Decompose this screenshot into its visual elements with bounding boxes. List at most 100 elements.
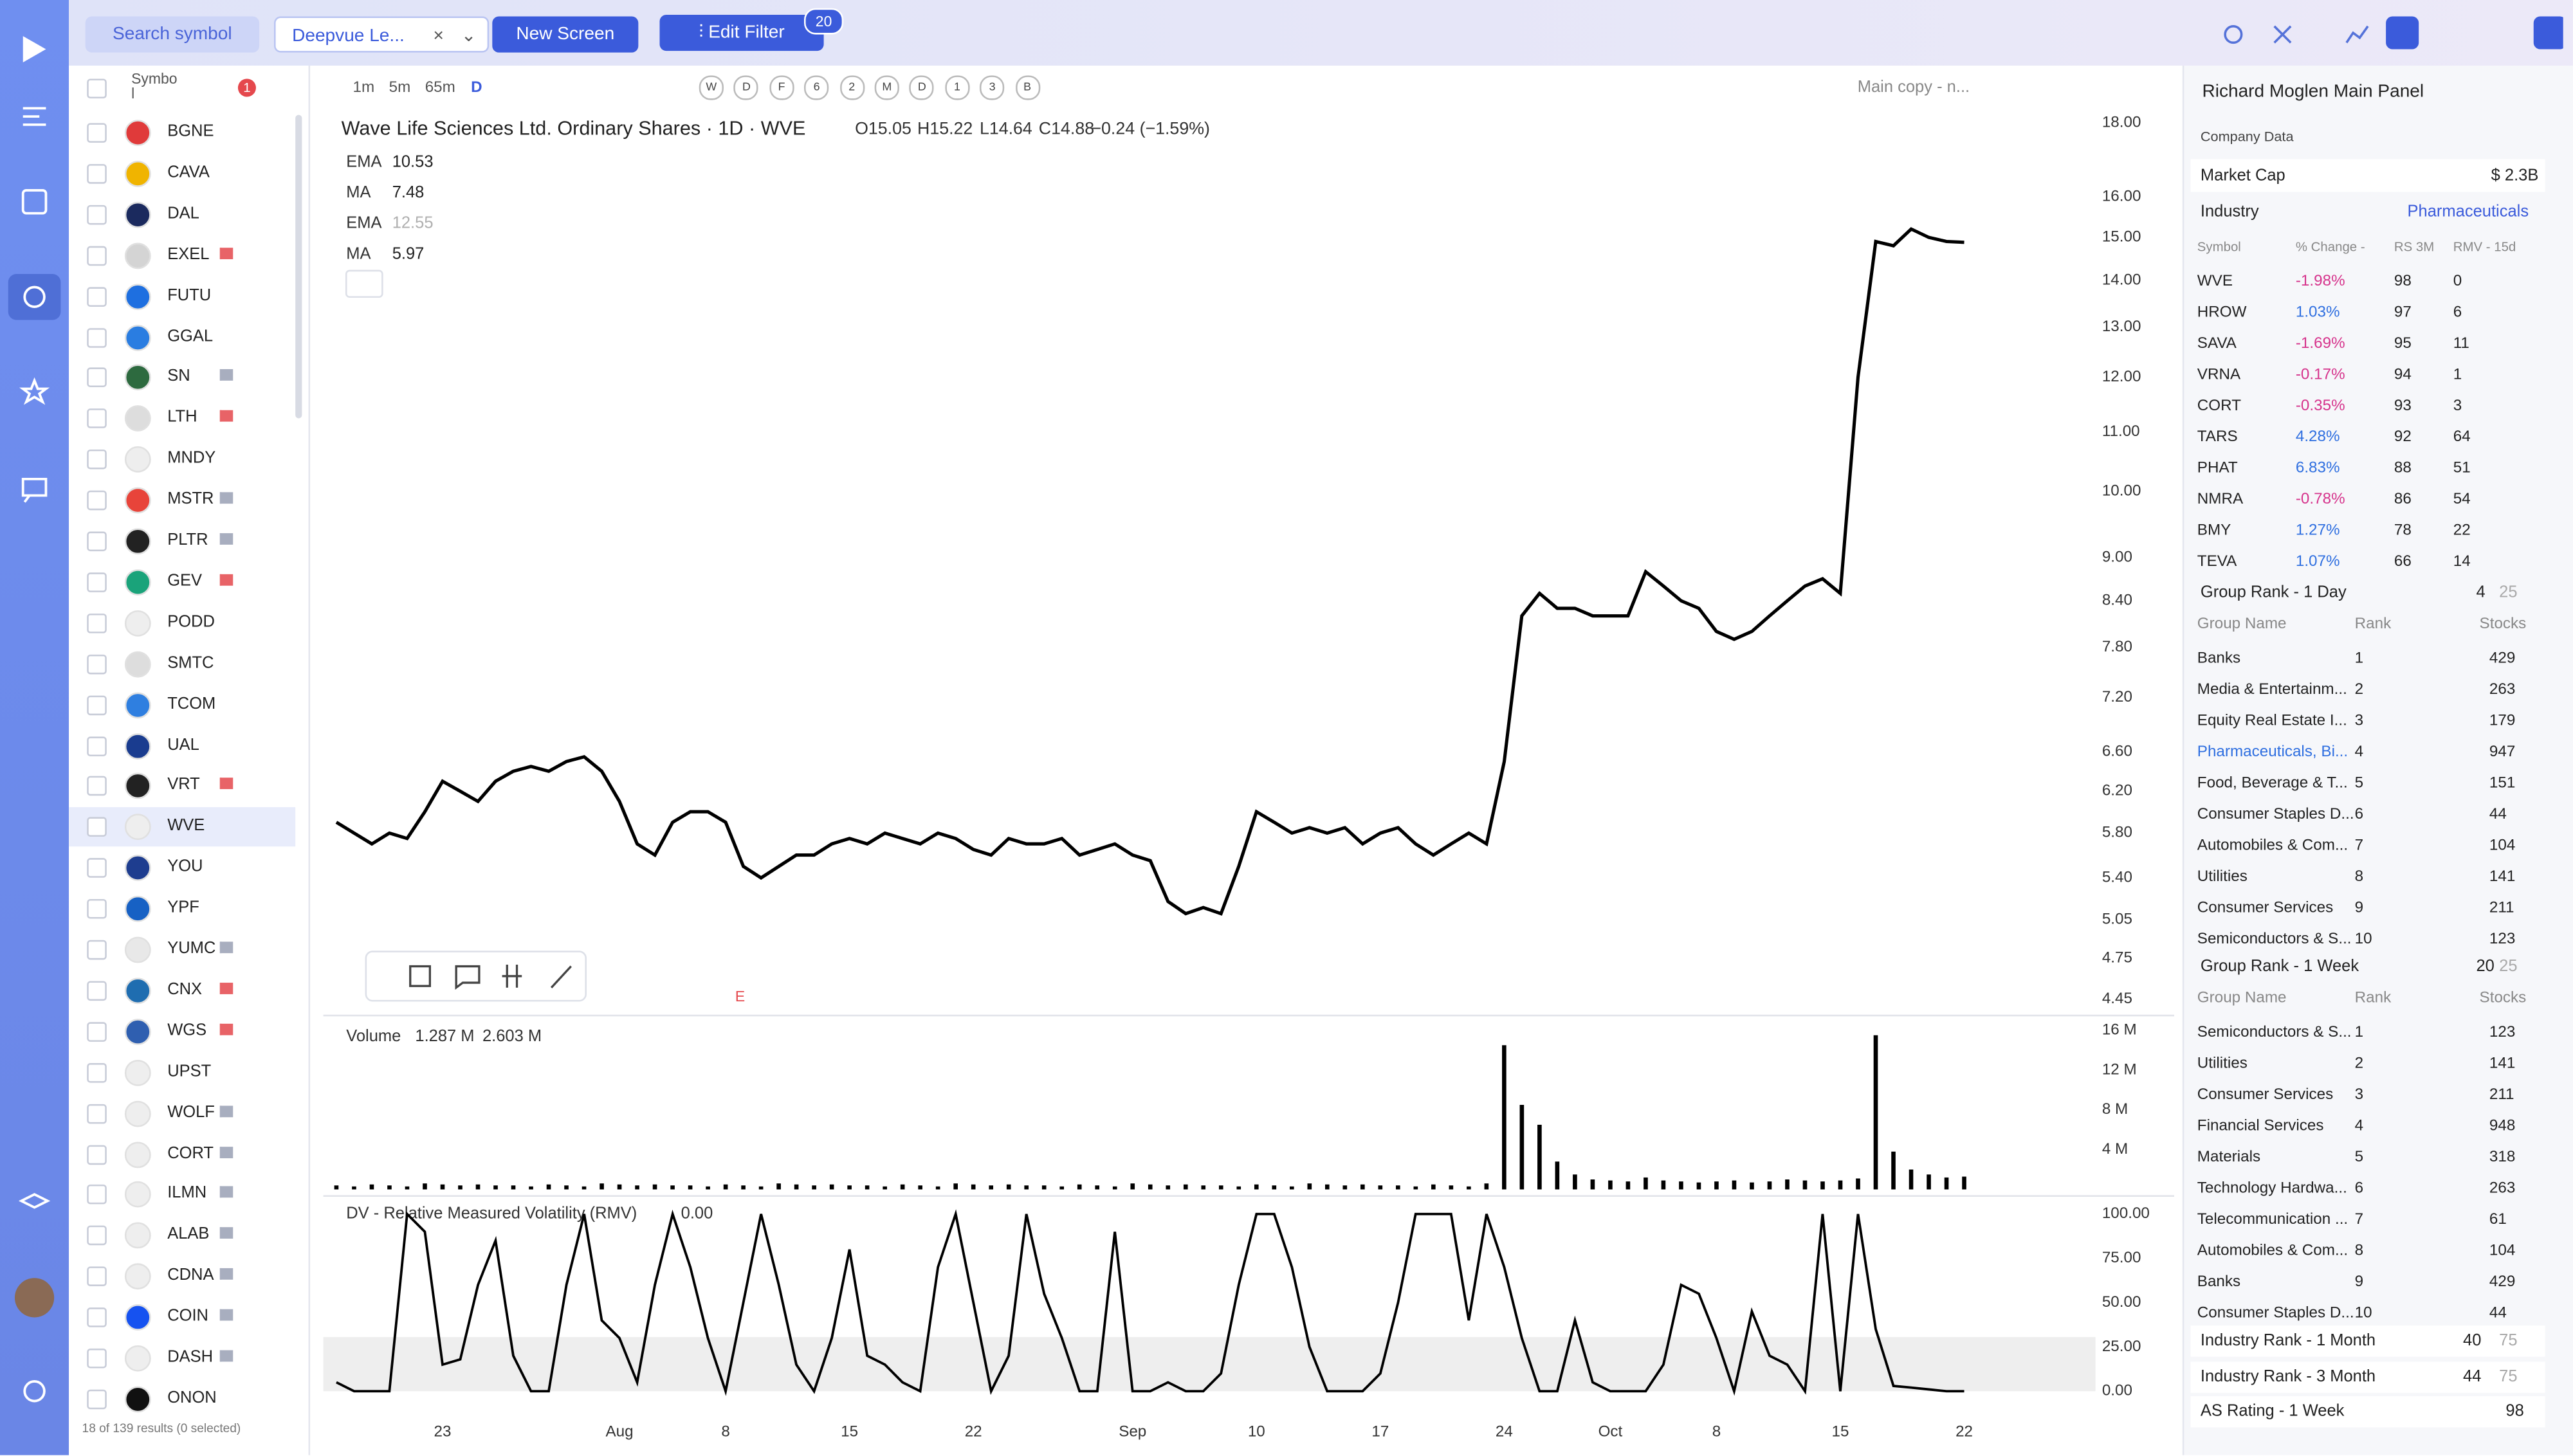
checkbox[interactable] <box>87 1389 107 1410</box>
flag[interactable] <box>219 1227 233 1239</box>
watchlist-row[interactable]: DAL <box>69 195 295 234</box>
period-button[interactable]: 6 <box>804 75 829 100</box>
table-cell[interactable]: Financial Services <box>2197 1117 2324 1136</box>
flag[interactable] <box>219 574 233 586</box>
watchlist-row[interactable]: BGNE <box>69 113 295 152</box>
flag[interactable] <box>219 942 233 954</box>
flag[interactable] <box>219 369 233 381</box>
watchlist-row[interactable]: UPST <box>69 1053 295 1092</box>
period-button[interactable]: 3 <box>980 75 1005 100</box>
watchlist-row[interactable]: WOLF <box>69 1093 295 1133</box>
interval[interactable]: 1m <box>353 78 375 97</box>
watchlist-row[interactable]: ONON <box>69 1379 295 1419</box>
table-cell[interactable]: Automobiles & Com... <box>2197 1242 2349 1260</box>
checkbox[interactable] <box>87 245 107 266</box>
checkbox[interactable] <box>87 1021 107 1042</box>
checkbox[interactable] <box>87 531 107 552</box>
table-cell[interactable]: Utilities <box>2197 1055 2248 1073</box>
table-cell[interactable]: Semiconductors & S... <box>2197 1023 2352 1042</box>
interval[interactable]: D <box>471 78 482 97</box>
period-button[interactable]: M <box>874 75 899 100</box>
checkbox[interactable] <box>87 1307 107 1327</box>
checkbox[interactable] <box>87 613 107 633</box>
period-button[interactable]: F <box>769 75 794 100</box>
period-button[interactable]: D <box>734 75 759 100</box>
table-cell[interactable]: CORT <box>2197 397 2242 415</box>
checkbox[interactable] <box>87 899 107 919</box>
table-cell[interactable]: TEVA <box>2197 552 2237 571</box>
flag[interactable] <box>219 1023 233 1035</box>
checkbox[interactable] <box>87 327 107 347</box>
watchlist-row[interactable]: SN <box>69 358 295 397</box>
watchlist-row[interactable]: VRT <box>69 767 295 806</box>
flag[interactable] <box>219 247 233 259</box>
checkbox[interactable] <box>87 163 107 184</box>
checkbox[interactable] <box>87 368 107 388</box>
watchlist-row[interactable]: COIN <box>69 1298 295 1337</box>
watchlist-row[interactable]: FUTU <box>69 277 295 316</box>
period-button[interactable]: B <box>1015 75 1040 100</box>
table-cell[interactable]: Banks <box>2197 1273 2241 1291</box>
checkbox[interactable] <box>87 205 107 224</box>
flag[interactable] <box>219 492 233 504</box>
edit-filter-button[interactable]: ⫶ Edit Filter <box>659 14 824 51</box>
watchlist-row[interactable]: CAVA <box>69 154 295 194</box>
checkbox[interactable] <box>87 940 107 960</box>
watchlist-row[interactable]: WVE <box>69 807 296 848</box>
flag[interactable] <box>219 1309 233 1321</box>
value[interactable]: Pharmaceuticals <box>2407 203 2529 222</box>
watchlist-row[interactable]: TCOM <box>69 685 295 724</box>
watchlist-row[interactable]: WGS <box>69 1012 295 1051</box>
interval[interactable]: 5m <box>389 78 411 97</box>
table-cell[interactable]: PHAT <box>2197 459 2238 478</box>
watchlist-row[interactable]: SMTC <box>69 644 295 684</box>
watchlist-row[interactable]: DASH <box>69 1339 295 1378</box>
period-button[interactable]: 1 <box>944 75 970 100</box>
watchlist-row[interactable]: CORT <box>69 1134 295 1174</box>
table-cell[interactable]: BMY <box>2197 522 2231 540</box>
table-cell[interactable]: Media & Entertainm... <box>2197 680 2347 699</box>
table-cell[interactable]: Equity Real Estate I... <box>2197 712 2347 731</box>
table-cell[interactable]: Materials <box>2197 1148 2261 1167</box>
layout-name[interactable]: Main copy - n... <box>1857 78 1970 97</box>
table-cell[interactable]: Pharmaceuticals, Bi... <box>2197 743 2349 761</box>
checkbox[interactable] <box>87 1226 107 1246</box>
table-cell[interactable]: Consumer Services <box>2197 1086 2334 1104</box>
table-cell[interactable]: Consumer Staples D... <box>2197 1304 2354 1323</box>
flag[interactable] <box>219 982 233 994</box>
checkbox[interactable] <box>87 490 107 511</box>
checkbox[interactable] <box>87 1062 107 1082</box>
checkbox[interactable] <box>87 858 107 878</box>
watchlist-row[interactable]: LTH <box>69 399 295 439</box>
watchlist-row[interactable]: CDNA <box>69 1257 295 1297</box>
flag[interactable] <box>219 1105 233 1117</box>
checkbox[interactable] <box>87 817 107 837</box>
table-cell[interactable]: Banks <box>2197 650 2241 668</box>
checkbox[interactable] <box>87 450 107 470</box>
table-cell[interactable]: Telecommunication ... <box>2197 1210 2349 1229</box>
checkbox[interactable] <box>87 408 107 429</box>
checkbox[interactable] <box>87 1185 107 1205</box>
flag[interactable] <box>219 1187 233 1199</box>
table-cell[interactable]: NMRA <box>2197 490 2244 509</box>
flag[interactable] <box>219 410 233 423</box>
checkbox[interactable] <box>87 695 107 715</box>
collapse-button[interactable] <box>345 269 383 298</box>
screen-tab[interactable]: Deepvue Le... × ⌄ <box>274 16 490 53</box>
watchlist-row[interactable]: MNDY <box>69 440 295 479</box>
checkbox[interactable] <box>87 776 107 797</box>
checkbox[interactable] <box>87 1103 107 1124</box>
panel-title[interactable]: Richard Moglen Main Panel <box>2202 82 2424 102</box>
table-cell[interactable]: Consumer Staples D... <box>2197 805 2354 824</box>
interval[interactable]: 65m <box>425 78 455 97</box>
watchlist-row[interactable]: EXEL <box>69 236 295 275</box>
period-button[interactable]: W <box>699 75 724 100</box>
flag[interactable] <box>219 778 233 790</box>
period-button[interactable]: 2 <box>839 75 865 100</box>
select-all[interactable] <box>87 78 107 99</box>
flag[interactable] <box>219 1268 233 1280</box>
watchlist-row[interactable]: YUMC <box>69 930 295 969</box>
checkbox[interactable] <box>87 123 107 143</box>
flag[interactable] <box>219 1350 233 1362</box>
checkbox[interactable] <box>87 1348 107 1369</box>
